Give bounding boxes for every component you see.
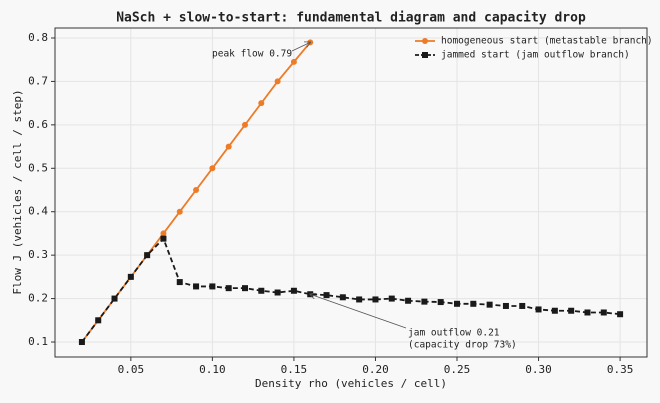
marker	[160, 230, 167, 237]
marker	[95, 317, 102, 324]
x-tick-label: 0.05	[118, 363, 145, 376]
marker	[144, 252, 151, 259]
marker	[454, 300, 461, 307]
legend-label: homogeneous start (metastable branch)	[441, 36, 653, 47]
legend-marker	[422, 38, 428, 44]
marker	[535, 306, 542, 313]
marker	[290, 287, 297, 294]
y-tick-label: 0.2	[28, 292, 48, 305]
marker	[241, 121, 248, 128]
marker	[78, 339, 85, 346]
y-tick-label: 0.3	[28, 248, 48, 261]
x-tick-label: 0.15	[281, 363, 308, 376]
annotation-arrow	[291, 42, 310, 52]
y-tick-label: 0.7	[28, 74, 48, 87]
marker	[600, 309, 607, 316]
marker	[176, 208, 183, 215]
marker	[209, 283, 216, 290]
annotation-arrow	[310, 294, 407, 329]
x-tick-label: 0.10	[199, 363, 226, 376]
y-tick-label: 0.5	[28, 161, 48, 174]
marker	[551, 307, 558, 314]
marker	[372, 296, 379, 303]
marker	[339, 294, 346, 301]
annotation-text: (capacity drop 73%)	[408, 340, 517, 351]
marker	[437, 299, 444, 306]
marker	[290, 58, 297, 65]
marker	[519, 302, 526, 309]
x-tick-label: 0.20	[362, 363, 389, 376]
marker	[127, 273, 134, 280]
marker	[225, 143, 232, 150]
marker	[225, 285, 232, 292]
marker	[388, 295, 395, 302]
series-line	[81, 237, 621, 343]
legend-label: jammed start (jam outflow branch)	[441, 50, 630, 61]
marker	[421, 298, 428, 305]
marker	[193, 283, 200, 290]
marker	[584, 309, 591, 316]
marker	[470, 300, 477, 307]
marker	[241, 285, 248, 292]
y-tick-label: 0.4	[28, 205, 48, 218]
marker	[617, 311, 624, 318]
plot-frame	[54, 27, 648, 358]
x-tick-label: 0.35	[607, 363, 634, 376]
marker	[193, 187, 200, 194]
marker	[258, 100, 265, 107]
marker	[356, 296, 363, 303]
marker	[176, 279, 183, 286]
legend-marker	[422, 52, 428, 58]
y-axis-label: Flow J (vehicles / cell / step)	[11, 89, 24, 294]
chart-title: NaSch + slow-to-start: fundamental diagr…	[116, 11, 586, 26]
marker	[209, 165, 216, 172]
x-axis-label: Density rho (vehicles / cell)	[255, 377, 447, 390]
x-tick-label: 0.25	[444, 363, 471, 376]
y-tick-label: 0.6	[28, 118, 48, 131]
marker	[323, 292, 330, 299]
marker	[274, 289, 281, 296]
y-tick-label: 0.1	[28, 335, 48, 348]
marker	[274, 78, 281, 85]
marker	[405, 297, 412, 304]
marker	[486, 301, 493, 308]
marker	[502, 302, 509, 309]
marker	[568, 307, 575, 314]
marker	[160, 235, 167, 242]
marker	[258, 287, 265, 294]
x-tick-label: 0.30	[525, 363, 552, 376]
annotation-text: peak flow 0.79	[212, 49, 292, 60]
marker	[111, 295, 118, 302]
y-tick-label: 0.8	[28, 31, 48, 44]
annotation-text: jam outflow 0.21	[408, 328, 500, 339]
